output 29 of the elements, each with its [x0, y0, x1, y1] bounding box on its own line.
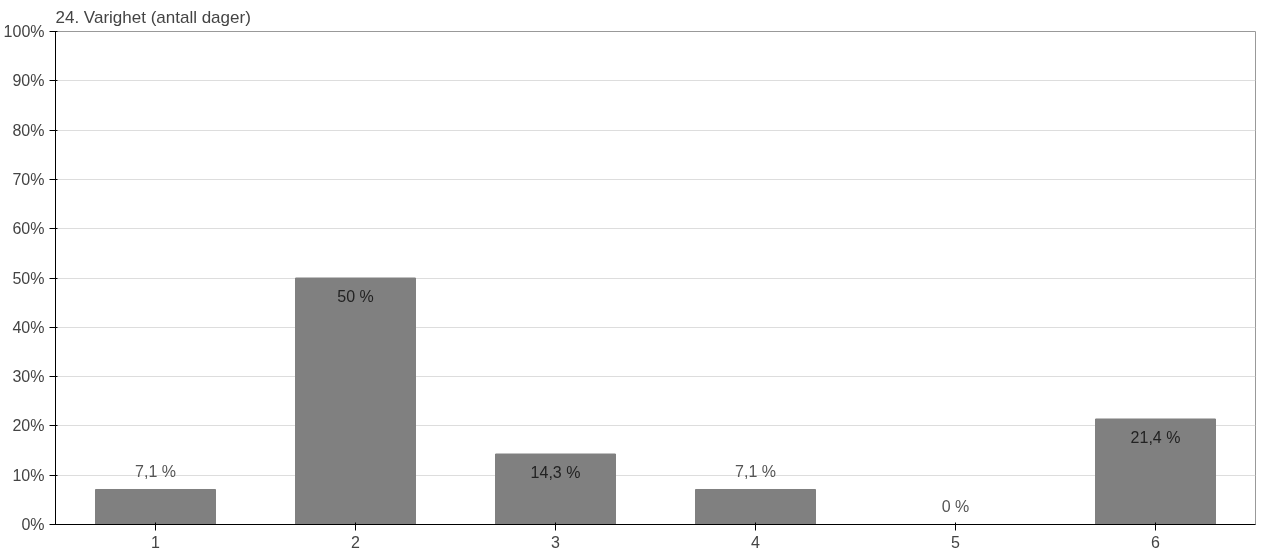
- y-tick-label: 60%: [12, 220, 45, 238]
- data-label: 7,1 %: [735, 462, 776, 480]
- y-tick-label: 50%: [12, 269, 45, 287]
- y-tick-label: 0%: [21, 516, 45, 533]
- data-label: 50 %: [337, 287, 374, 305]
- bar: [495, 453, 616, 525]
- data-label: 14,3 %: [530, 463, 581, 481]
- y-tick-label: 80%: [12, 121, 45, 139]
- bar: [95, 489, 216, 525]
- x-tick-label: 4: [751, 533, 761, 551]
- bar: [295, 277, 416, 525]
- y-tick-label: 20%: [12, 417, 45, 435]
- y-tick-label: 10%: [12, 466, 45, 484]
- y-tick-label: 90%: [12, 72, 45, 90]
- data-label: 0 %: [941, 497, 970, 515]
- x-tick-label: 3: [551, 533, 561, 551]
- data-label: 21,4 %: [1130, 428, 1181, 446]
- y-tick-label: 40%: [12, 318, 45, 336]
- y-tick-label: 70%: [12, 170, 45, 188]
- x-tick-label: 5: [951, 533, 961, 551]
- data-label: 7,1 %: [135, 462, 176, 480]
- x-tick-label: 2: [351, 533, 361, 551]
- y-tick-label: 100%: [3, 23, 45, 40]
- x-tick-label: 6: [1151, 533, 1161, 551]
- x-tick-label: 1: [151, 533, 161, 551]
- y-tick-label: 30%: [12, 368, 45, 386]
- bar: [695, 489, 816, 525]
- bar: [1095, 418, 1216, 525]
- chart-title: 24. Varighet (antall dager): [55, 7, 251, 27]
